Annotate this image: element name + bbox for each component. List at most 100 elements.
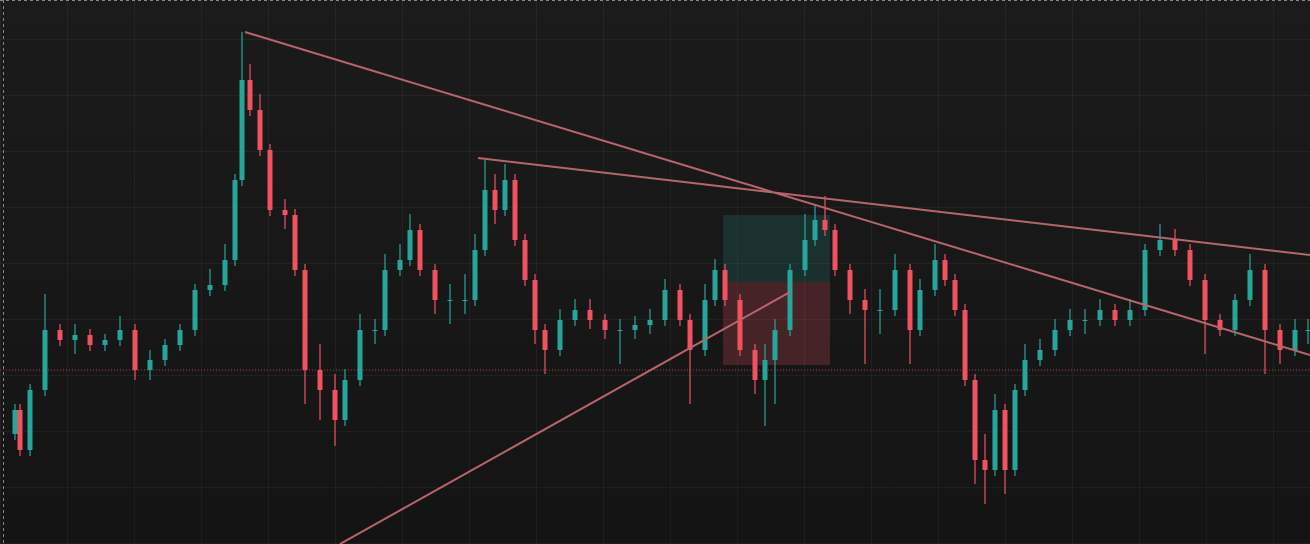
candle-body bbox=[192, 290, 198, 330]
candle-body bbox=[222, 260, 228, 285]
candle-body bbox=[687, 320, 693, 350]
candle-body bbox=[907, 270, 913, 330]
candle-body bbox=[992, 410, 998, 470]
candle-body bbox=[1012, 390, 1018, 470]
candle-body bbox=[162, 345, 168, 360]
candle-body bbox=[177, 330, 183, 345]
candle-body bbox=[267, 150, 273, 210]
candle-body bbox=[1277, 330, 1283, 350]
candle-body bbox=[239, 80, 245, 180]
trend-line bbox=[477, 157, 1310, 256]
candle-body bbox=[342, 380, 348, 420]
candle-body bbox=[57, 330, 63, 340]
candle-body bbox=[302, 270, 308, 370]
candle-body bbox=[462, 300, 468, 301]
candle-body bbox=[587, 310, 593, 320]
candle-body bbox=[892, 270, 898, 310]
candle-body bbox=[812, 220, 818, 240]
candle-body bbox=[382, 270, 388, 330]
candle-body bbox=[1305, 330, 1310, 331]
candle-body bbox=[772, 330, 778, 360]
candle-body bbox=[117, 330, 123, 340]
candle-body bbox=[802, 240, 808, 270]
candle-body bbox=[932, 260, 938, 290]
candle-body bbox=[1037, 350, 1043, 360]
candle-body bbox=[147, 360, 153, 370]
candle-body bbox=[207, 285, 213, 290]
candle-body bbox=[847, 270, 853, 300]
candle-body bbox=[1022, 360, 1028, 390]
trend-line bbox=[339, 291, 791, 544]
candle-body bbox=[512, 180, 518, 240]
candle-body bbox=[972, 380, 978, 460]
candle-body bbox=[1142, 250, 1148, 310]
candle-body bbox=[247, 80, 253, 110]
candle-body bbox=[1217, 320, 1223, 330]
candle-body bbox=[1187, 250, 1193, 280]
candle-body bbox=[572, 310, 578, 320]
candle-body bbox=[1247, 270, 1253, 300]
candle-body bbox=[282, 210, 288, 215]
candle-body bbox=[737, 300, 743, 350]
candle-body bbox=[1112, 310, 1118, 320]
candle-body bbox=[712, 270, 718, 300]
candle-body bbox=[292, 215, 298, 270]
candle-body bbox=[952, 280, 958, 310]
candle-body bbox=[557, 320, 563, 350]
candle-body bbox=[232, 180, 238, 260]
candle-body bbox=[12, 410, 18, 434]
candle-body bbox=[1262, 270, 1268, 330]
candle-body bbox=[27, 390, 33, 450]
candle-body bbox=[1067, 320, 1073, 330]
candle-body bbox=[72, 335, 78, 340]
candle-body bbox=[1082, 320, 1088, 321]
target-zone bbox=[723, 215, 830, 282]
candle-body bbox=[482, 190, 488, 250]
candle-body bbox=[1097, 310, 1103, 320]
candle-body bbox=[1172, 240, 1178, 250]
candle-body bbox=[17, 410, 23, 450]
candle-body bbox=[752, 350, 758, 380]
candle-body bbox=[522, 240, 528, 280]
candle-body bbox=[102, 340, 108, 345]
candle-body bbox=[942, 260, 948, 280]
candle-body bbox=[317, 370, 323, 390]
candle-body bbox=[647, 320, 653, 325]
candle-body bbox=[492, 190, 498, 210]
candle-body bbox=[332, 390, 338, 420]
candle-body bbox=[417, 230, 423, 270]
candle-body bbox=[407, 230, 413, 260]
candle-body bbox=[502, 180, 508, 210]
candle-body bbox=[862, 300, 868, 310]
candle-body bbox=[677, 290, 683, 320]
candle-body bbox=[42, 330, 48, 390]
candle-body bbox=[1292, 330, 1298, 350]
candle-body bbox=[357, 330, 363, 380]
candle-body bbox=[982, 460, 988, 470]
candle-body bbox=[762, 360, 768, 380]
candle-body bbox=[822, 220, 828, 230]
candle-body bbox=[472, 250, 478, 300]
candle-body bbox=[662, 290, 668, 320]
candle-body bbox=[1202, 280, 1208, 320]
candle-body bbox=[532, 280, 538, 330]
candle-body bbox=[602, 320, 608, 330]
candle-body bbox=[617, 330, 623, 331]
candle-body bbox=[632, 325, 638, 330]
candle-body bbox=[877, 310, 883, 311]
candle-body bbox=[1232, 300, 1238, 330]
candle-body bbox=[1052, 330, 1058, 350]
candle-body bbox=[1157, 240, 1163, 250]
candle-body bbox=[722, 270, 728, 300]
candle-body bbox=[257, 110, 263, 150]
candle-body bbox=[87, 335, 93, 345]
candle-body bbox=[1002, 410, 1008, 470]
candle-body bbox=[447, 300, 453, 301]
candle-body bbox=[372, 330, 378, 331]
candle-body bbox=[702, 300, 708, 350]
candle-body bbox=[917, 290, 923, 330]
candle-body bbox=[432, 270, 438, 300]
candle-body bbox=[542, 330, 548, 350]
